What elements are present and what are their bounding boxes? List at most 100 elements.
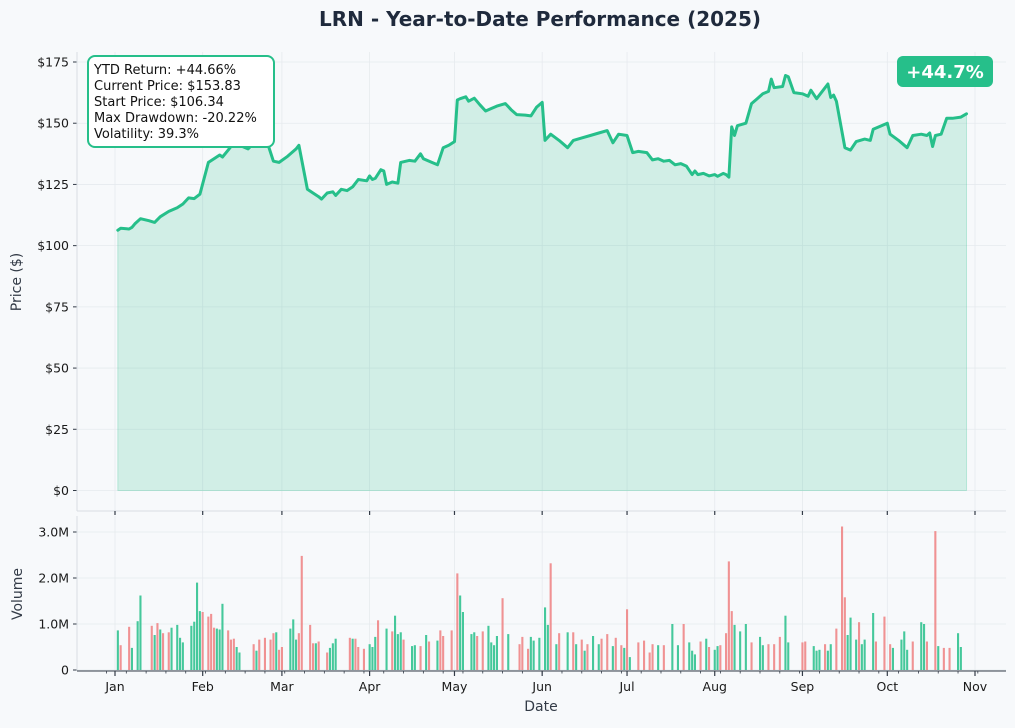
- volume-bar-down: [442, 636, 445, 670]
- volume-bar-up: [575, 644, 578, 670]
- volume-bar-up: [592, 636, 595, 670]
- volume-bar-up: [957, 633, 960, 670]
- volume-bar-down: [719, 645, 722, 670]
- volume-bar-up: [328, 647, 331, 670]
- volume-bar-down: [643, 640, 646, 670]
- volume-bar-down: [651, 644, 654, 670]
- volume-bar-down: [354, 638, 357, 670]
- volume-bar-down: [948, 647, 951, 670]
- volume-bar-down: [699, 641, 702, 670]
- x-tick-label: Nov: [963, 679, 988, 694]
- volume-bar-up: [461, 612, 464, 670]
- volume-bar-down: [874, 641, 877, 670]
- volume-bar-up: [351, 638, 354, 670]
- volume-bar-up: [733, 624, 736, 670]
- volume-bar-down: [119, 645, 122, 670]
- volume-bar-up: [292, 619, 295, 670]
- volume-bar-up: [829, 644, 832, 670]
- volume-bar-down: [278, 649, 281, 670]
- volume-bar-up: [181, 642, 184, 670]
- volume-bar-down: [476, 636, 479, 670]
- volume-bar-up: [275, 632, 278, 670]
- volume-bar-up: [628, 657, 631, 670]
- stats-box-frame: [87, 55, 275, 148]
- x-tick-label: Sep: [791, 679, 815, 694]
- volume-bar-up: [487, 625, 490, 670]
- volume-bar-down: [620, 645, 623, 670]
- volume-bar-up: [255, 650, 258, 670]
- volume-bar-up: [846, 635, 849, 670]
- volume-bar-down: [428, 641, 431, 670]
- volume-bar-down: [312, 643, 315, 670]
- volume-bar-down: [767, 644, 770, 670]
- volume-y-axis-label: Volume: [10, 568, 26, 620]
- volume-bar-up: [529, 636, 532, 670]
- volume-bar-down: [377, 620, 380, 670]
- price-x-ticks: [114, 511, 976, 515]
- volume-x-ticks: Jan Feb Mar Apr May Jun Jul Aug Sep Oct Nov: [104, 671, 988, 694]
- price-y-tick-label: $150: [37, 116, 69, 131]
- volume-bar-down: [586, 644, 589, 670]
- volume-y-tick-label: 0: [61, 663, 69, 678]
- volume-bar-up: [713, 649, 716, 670]
- volume-bar-down: [858, 622, 861, 670]
- stat-start-price: Start Price: $106.34: [94, 95, 224, 110]
- volume-bar-up: [872, 613, 875, 670]
- volume-bar-up: [860, 644, 863, 670]
- stat-volatility: Volatility: 39.3%: [94, 127, 199, 142]
- volume-bar-up: [385, 628, 388, 670]
- volume-bar-up: [546, 624, 549, 670]
- x-tick-label: May: [442, 679, 468, 694]
- price-y-tick-label: $100: [37, 238, 69, 253]
- volume-bar-down: [801, 642, 804, 670]
- volume-bar-down: [252, 644, 255, 670]
- volume-bar-down: [280, 647, 283, 670]
- volume-bar-down: [835, 628, 838, 670]
- volume-bar-up: [923, 624, 926, 670]
- volume-bar-up: [761, 645, 764, 670]
- volume-bar-up: [396, 634, 399, 670]
- volume-bar-down: [580, 639, 583, 670]
- volume-bar-down: [682, 624, 685, 670]
- volume-bar-down: [501, 598, 504, 670]
- volume-bar-down: [750, 642, 753, 670]
- volume-bar-down: [637, 642, 640, 670]
- volume-bar-up: [196, 582, 199, 670]
- volume-bar-up: [815, 650, 818, 670]
- volume-bar-up: [691, 650, 694, 670]
- volume-bar-up: [459, 595, 462, 670]
- volume-bar-up: [544, 607, 547, 670]
- volume-bar-up: [116, 630, 119, 670]
- volume-bar-up: [583, 650, 586, 670]
- volume-bar-up: [368, 644, 371, 670]
- volume-bar-up: [371, 647, 374, 670]
- volume-bar-up: [136, 621, 139, 670]
- volume-bar-up: [739, 631, 742, 670]
- volume-bar-up: [413, 645, 416, 670]
- price-y-tick-label: $25: [45, 422, 69, 437]
- volume-bar-down: [317, 641, 320, 670]
- chart-title: LRN - Year-to-Date Performance (2025): [319, 7, 761, 31]
- volume-bar-up: [436, 640, 439, 670]
- volume-bar-up: [235, 647, 238, 670]
- volume-bar-down: [167, 632, 170, 670]
- volume-bar-down: [730, 611, 733, 670]
- volume-bar-up: [289, 628, 292, 670]
- volume-bar-up: [193, 621, 196, 670]
- volume-bar-down: [572, 632, 575, 670]
- volume-bar-up: [153, 635, 156, 670]
- volume-bar-down: [942, 647, 945, 670]
- volume-bar-down: [362, 648, 365, 670]
- volume-bar-up: [139, 595, 142, 670]
- volume-bar-up: [863, 639, 866, 670]
- volume-bar-up: [693, 654, 696, 670]
- volume-bar-up: [716, 646, 719, 670]
- volume-bar-up: [900, 639, 903, 670]
- stats-box: YTD Return: +44.66% Current Price: $153.…: [87, 55, 275, 148]
- volume-bar-down: [258, 639, 261, 670]
- volume-bar-up: [657, 645, 660, 670]
- volume-bar-up: [855, 639, 858, 670]
- volume-bar-down: [348, 637, 351, 670]
- volume-bar-up: [238, 652, 241, 670]
